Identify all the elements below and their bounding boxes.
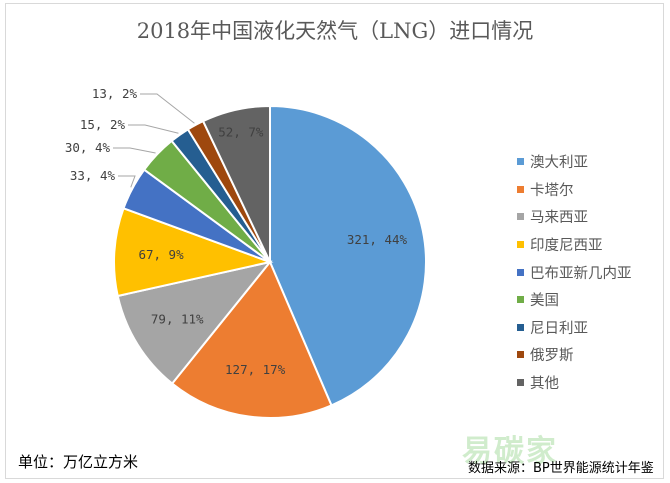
legend-item-3: 印度尼西亚 (517, 231, 632, 259)
chart-title: 2018年中国液化天然气（LNG）进口情况 (136, 19, 534, 43)
unit-label: 单位：万亿立方米 (18, 453, 139, 471)
legend-label: 其他 (530, 376, 559, 393)
legend-item-8: 其他 (517, 369, 632, 397)
pie-slice-0 (269, 104, 427, 407)
legend-label: 美国 (530, 293, 559, 310)
legend-swatch (517, 213, 524, 221)
pie-slice-3 (113, 206, 274, 298)
legend-item-7: 俄罗斯 (517, 341, 632, 369)
legend-item-2: 马来西亚 (517, 203, 632, 231)
legend-label: 卡塔尔 (530, 182, 574, 199)
legend-swatch (517, 351, 524, 359)
leader-line-7 (140, 93, 195, 124)
legend-swatch (517, 185, 524, 193)
legend-swatch (517, 323, 524, 331)
data-label-3: 67, 9% (138, 247, 184, 262)
data-label-6: 15, 2% (80, 117, 126, 132)
legend-swatch (517, 379, 524, 387)
data-label-4: 33, 4% (70, 168, 116, 183)
legend-label: 马来西亚 (530, 210, 588, 227)
legend-label: 尼日利亚 (530, 320, 588, 337)
data-label-2: 79, 11% (151, 312, 204, 327)
data-label-0: 321, 44% (347, 232, 408, 247)
source-label: 数据来源：BP世界能源统计年鉴 (468, 461, 654, 476)
legend-swatch (517, 296, 524, 304)
watermark-logo: 易碳家 (462, 434, 558, 469)
data-label-5: 30, 4% (65, 140, 111, 155)
leader-line-5 (113, 147, 156, 154)
legend-swatch (517, 241, 524, 249)
legend-label: 印度尼西亚 (530, 238, 603, 255)
legend-item-6: 尼日利亚 (517, 314, 632, 342)
legend-label: 俄罗斯 (530, 348, 574, 365)
legend-label: 澳大利亚 (530, 155, 588, 172)
legend-swatch (517, 268, 524, 276)
data-label-7: 13, 2% (92, 86, 138, 101)
pie-slice-2 (116, 260, 273, 385)
legend-item-1: 卡塔尔 (517, 176, 632, 204)
legend-item-0: 澳大利亚 (517, 148, 632, 176)
pie-slice-8 (201, 104, 271, 263)
legend-label: 巴布亚新几内亚 (530, 265, 632, 282)
leader-line-4 (118, 175, 136, 188)
legend-swatch (517, 158, 524, 166)
data-label-1: 127, 17% (225, 362, 286, 377)
data-label-8: 52, 7% (218, 125, 264, 140)
leader-line-6 (128, 124, 179, 134)
legend-item-5: 美国 (517, 286, 632, 314)
pie-slice-1 (170, 260, 333, 419)
legend: 澳大利亚卡塔尔马来西亚印度尼西亚巴布亚新几内亚 美国尼日利亚俄罗斯其他 (517, 148, 632, 396)
legend-item-4: 巴布亚新几内亚 (517, 258, 632, 286)
